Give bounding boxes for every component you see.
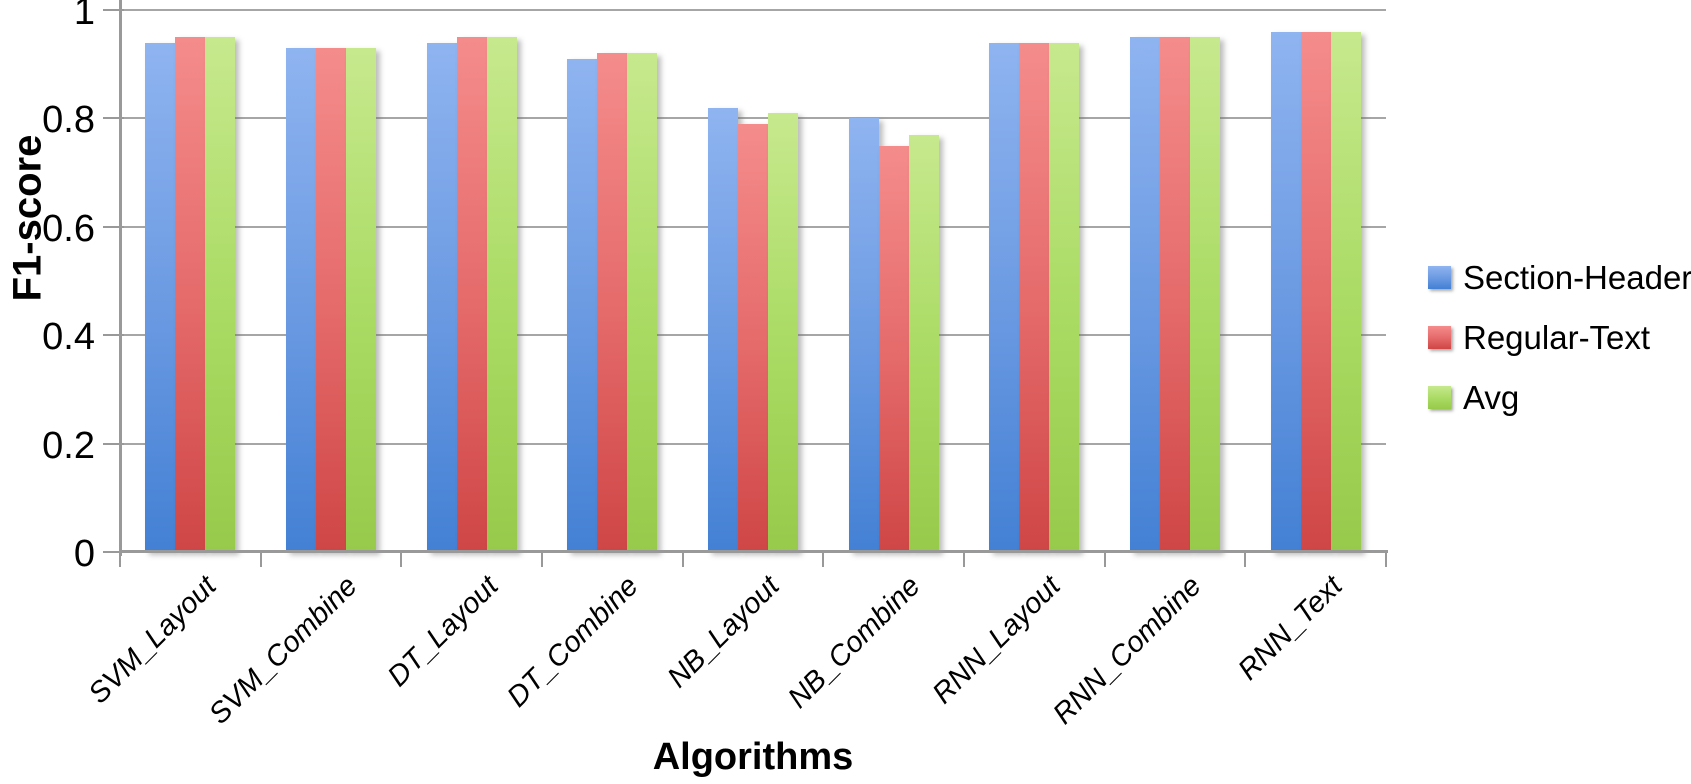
bar-avg-rnn_text [1330, 31, 1361, 552]
x-category-label: RNN_Layout [926, 570, 1067, 711]
x-axis-tick [119, 553, 121, 567]
y-tick-label: 0 [73, 533, 95, 575]
x-axis-title: Algorithms [652, 736, 854, 778]
legend: Section-Header Regular-Text Avg [1428, 256, 1691, 419]
legend-label: Section-Header [1463, 258, 1691, 296]
gridline [120, 117, 1386, 120]
legend-label: Avg [1463, 378, 1520, 416]
x-axis-tick [1385, 553, 1387, 567]
bar-section-header-dt_layout [426, 42, 457, 552]
x-axis-tick [541, 553, 543, 567]
bar-avg-rnn_combine [1190, 37, 1220, 552]
section-header-swatch-icon [1428, 266, 1451, 289]
bar-regular-text-svm_combine [316, 47, 346, 552]
bar-regular-text-dt_layout [456, 37, 487, 552]
legend-item-avg: Avg [1428, 376, 1691, 419]
x-axis-line [120, 550, 1388, 553]
y-tick-label: 0.8 [42, 99, 95, 142]
bar-avg-svm_combine [346, 47, 376, 552]
gridline [120, 9, 1386, 11]
bar-section-header-rnn_layout [989, 42, 1020, 552]
y-axis-tick [103, 117, 124, 120]
regular-text-swatch-icon [1428, 326, 1451, 349]
bar-regular-text-nb_combine [878, 145, 909, 552]
bar-section-header-nb_layout [708, 107, 738, 552]
bar-section-header-nb_combine [848, 118, 879, 552]
x-category-label: RNN_Text [1231, 570, 1349, 687]
x-category-label: SVM_Combine [203, 570, 364, 731]
plot-area [120, 9, 1386, 552]
x-axis-tick [1244, 553, 1247, 567]
x-axis-tick [822, 553, 825, 567]
x-axis-tick [259, 553, 262, 567]
y-axis-line [119, 0, 122, 556]
bar-section-header-rnn_text [1270, 31, 1301, 552]
bar-regular-text-svm_layout [175, 37, 206, 552]
x-category-label: NB_Combine [781, 570, 927, 715]
bar-avg-dt_layout [486, 37, 517, 552]
y-axis-tick [103, 225, 124, 228]
legend-label: Regular-Text [1463, 318, 1651, 356]
bar-regular-text-rnn_text [1300, 31, 1331, 552]
y-axis-tick [103, 334, 124, 337]
bar-avg-dt_combine [627, 53, 658, 552]
x-category-label: RNN_Combine [1047, 570, 1208, 731]
bar-section-header-svm_layout [145, 42, 176, 552]
bar-avg-nb_layout [768, 112, 798, 552]
bar-avg-rnn_layout [1049, 42, 1080, 552]
y-axis-tick [103, 442, 124, 445]
x-category-label: SVM_Layout [82, 570, 223, 711]
bar-avg-svm_layout [205, 37, 236, 552]
bar-regular-text-rnn_combine [1160, 37, 1190, 552]
x-axis-tick [681, 553, 684, 567]
bar-regular-text-dt_combine [597, 53, 628, 552]
x-axis-tick [400, 553, 403, 567]
y-tick-label: 0.6 [42, 207, 95, 250]
x-axis-tick [1103, 553, 1106, 567]
legend-item-section-header: Section-Header [1428, 256, 1691, 299]
y-axis-tick [103, 9, 124, 11]
y-tick-label: 0.4 [42, 316, 95, 359]
avg-swatch-icon [1428, 386, 1451, 409]
y-tick-label: 1 [73, 0, 95, 33]
y-axis-tick [103, 551, 124, 553]
x-category-label: NB_Layout [661, 570, 786, 695]
y-tick-label: 0.2 [42, 424, 95, 467]
bar-section-header-svm_combine [286, 47, 316, 552]
bar-regular-text-nb_layout [738, 123, 768, 552]
x-category-label: DT_Combine [501, 570, 645, 714]
legend-item-regular-text: Regular-Text [1428, 316, 1691, 359]
bar-section-header-rnn_combine [1130, 37, 1160, 552]
bar-avg-nb_combine [908, 134, 939, 552]
x-category-label: DT_Layout [381, 570, 505, 693]
x-axis-tick [963, 553, 965, 567]
bar-section-header-dt_combine [567, 58, 598, 552]
bar-regular-text-rnn_layout [1019, 42, 1050, 552]
